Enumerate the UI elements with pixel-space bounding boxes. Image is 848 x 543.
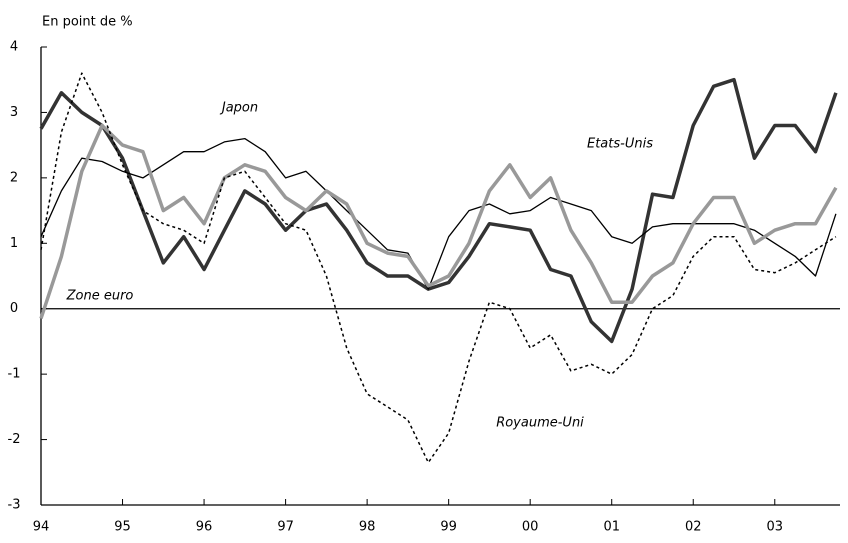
x-tick-label: 99 [440,520,457,535]
series-label: Japon [219,101,258,116]
y-tick-label: 0 [10,301,18,316]
chart-subtitle: En point de % [42,15,133,30]
series-line [40,137,837,290]
y-tick-label: 4 [10,40,18,55]
x-tick-label: 96 [196,520,213,535]
series-line [40,72,837,464]
series-label: Zone euro [66,289,134,304]
y-tick-label: -3 [8,498,21,513]
y-tick-label: 1 [10,236,18,251]
x-tick-label: 98 [359,520,376,535]
series-line [39,123,838,320]
x-tick-label: 95 [114,520,131,535]
x-tick-label: 02 [685,520,702,535]
x-tick-label: 03 [767,520,784,535]
x-tick-label: 97 [277,520,294,535]
x-tick-label: 01 [603,520,620,535]
y-tick-label: 3 [10,105,18,120]
series-label: Royaume-Uni [496,416,584,431]
y-tick-label: -1 [8,367,21,382]
x-tick-label: 00 [522,520,539,535]
series-line [39,77,838,344]
series-label: Etats-Unis [587,137,653,152]
y-tick-label: -2 [8,432,21,447]
x-tick-label: 94 [33,520,50,535]
y-tick-label: 2 [10,170,18,185]
